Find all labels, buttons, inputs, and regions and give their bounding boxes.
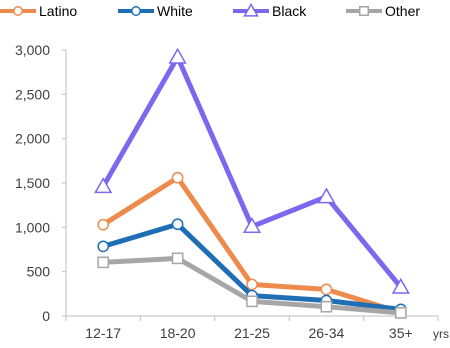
series-other: [97, 252, 407, 319]
data-point: [246, 278, 258, 291]
legend-label: Latino: [39, 3, 77, 19]
data-point: [391, 277, 410, 294]
data-point: [97, 240, 110, 253]
y-tick-label: 0: [42, 308, 50, 324]
x-unit-label: yrs: [433, 327, 449, 341]
data-point: [94, 177, 113, 194]
data-point: [171, 252, 184, 265]
x-tick-label: 18-20: [160, 325, 196, 341]
y-tick-label: 3,000: [15, 42, 50, 58]
y-tick-label: 2,000: [15, 131, 50, 147]
legend-swatch-marker: [13, 6, 23, 16]
y-tick-label: 2,500: [15, 86, 50, 102]
data-point: [242, 217, 262, 234]
data-point: [97, 256, 110, 269]
x-tick-label: 21-25: [234, 325, 270, 341]
legend-swatch-marker: [243, 2, 259, 17]
data-point: [320, 283, 333, 296]
x-tick-label: 35+: [389, 325, 413, 341]
legend-item-other: Other: [346, 3, 420, 19]
data-point: [171, 218, 184, 231]
legend-item-white: White: [118, 3, 193, 19]
y-tick-label: 500: [27, 264, 51, 280]
data-point: [246, 295, 258, 308]
legend-item-latino: Latino: [0, 3, 77, 19]
series-latino: [97, 171, 407, 319]
y-tick-label: 1,500: [15, 175, 50, 191]
legend-item-black: Black: [233, 2, 307, 19]
axes: 0 500 1,000 1,500 2,000 2,500 3,000 12-17 18-20 2…: [15, 42, 449, 341]
x-tick-label: 12-17: [85, 325, 121, 341]
series-layer: [94, 47, 410, 319]
data-point: [168, 47, 187, 64]
legend-swatch-marker: [131, 6, 141, 16]
legend-label: White: [157, 3, 193, 19]
legend-label: Other: [385, 3, 420, 19]
legend-label: Black: [272, 3, 307, 19]
data-point: [317, 187, 336, 204]
data-point: [97, 218, 110, 231]
data-point: [394, 307, 407, 319]
data-point: [320, 300, 333, 313]
legend-swatch-marker: [359, 6, 369, 16]
series-black: [94, 47, 410, 294]
legend: Latino White Black Other: [0, 2, 420, 19]
y-tick-label: 1,000: [15, 219, 50, 235]
data-point: [171, 171, 184, 184]
x-tick-label: 26-34: [308, 325, 344, 341]
series-line: [100, 54, 404, 290]
